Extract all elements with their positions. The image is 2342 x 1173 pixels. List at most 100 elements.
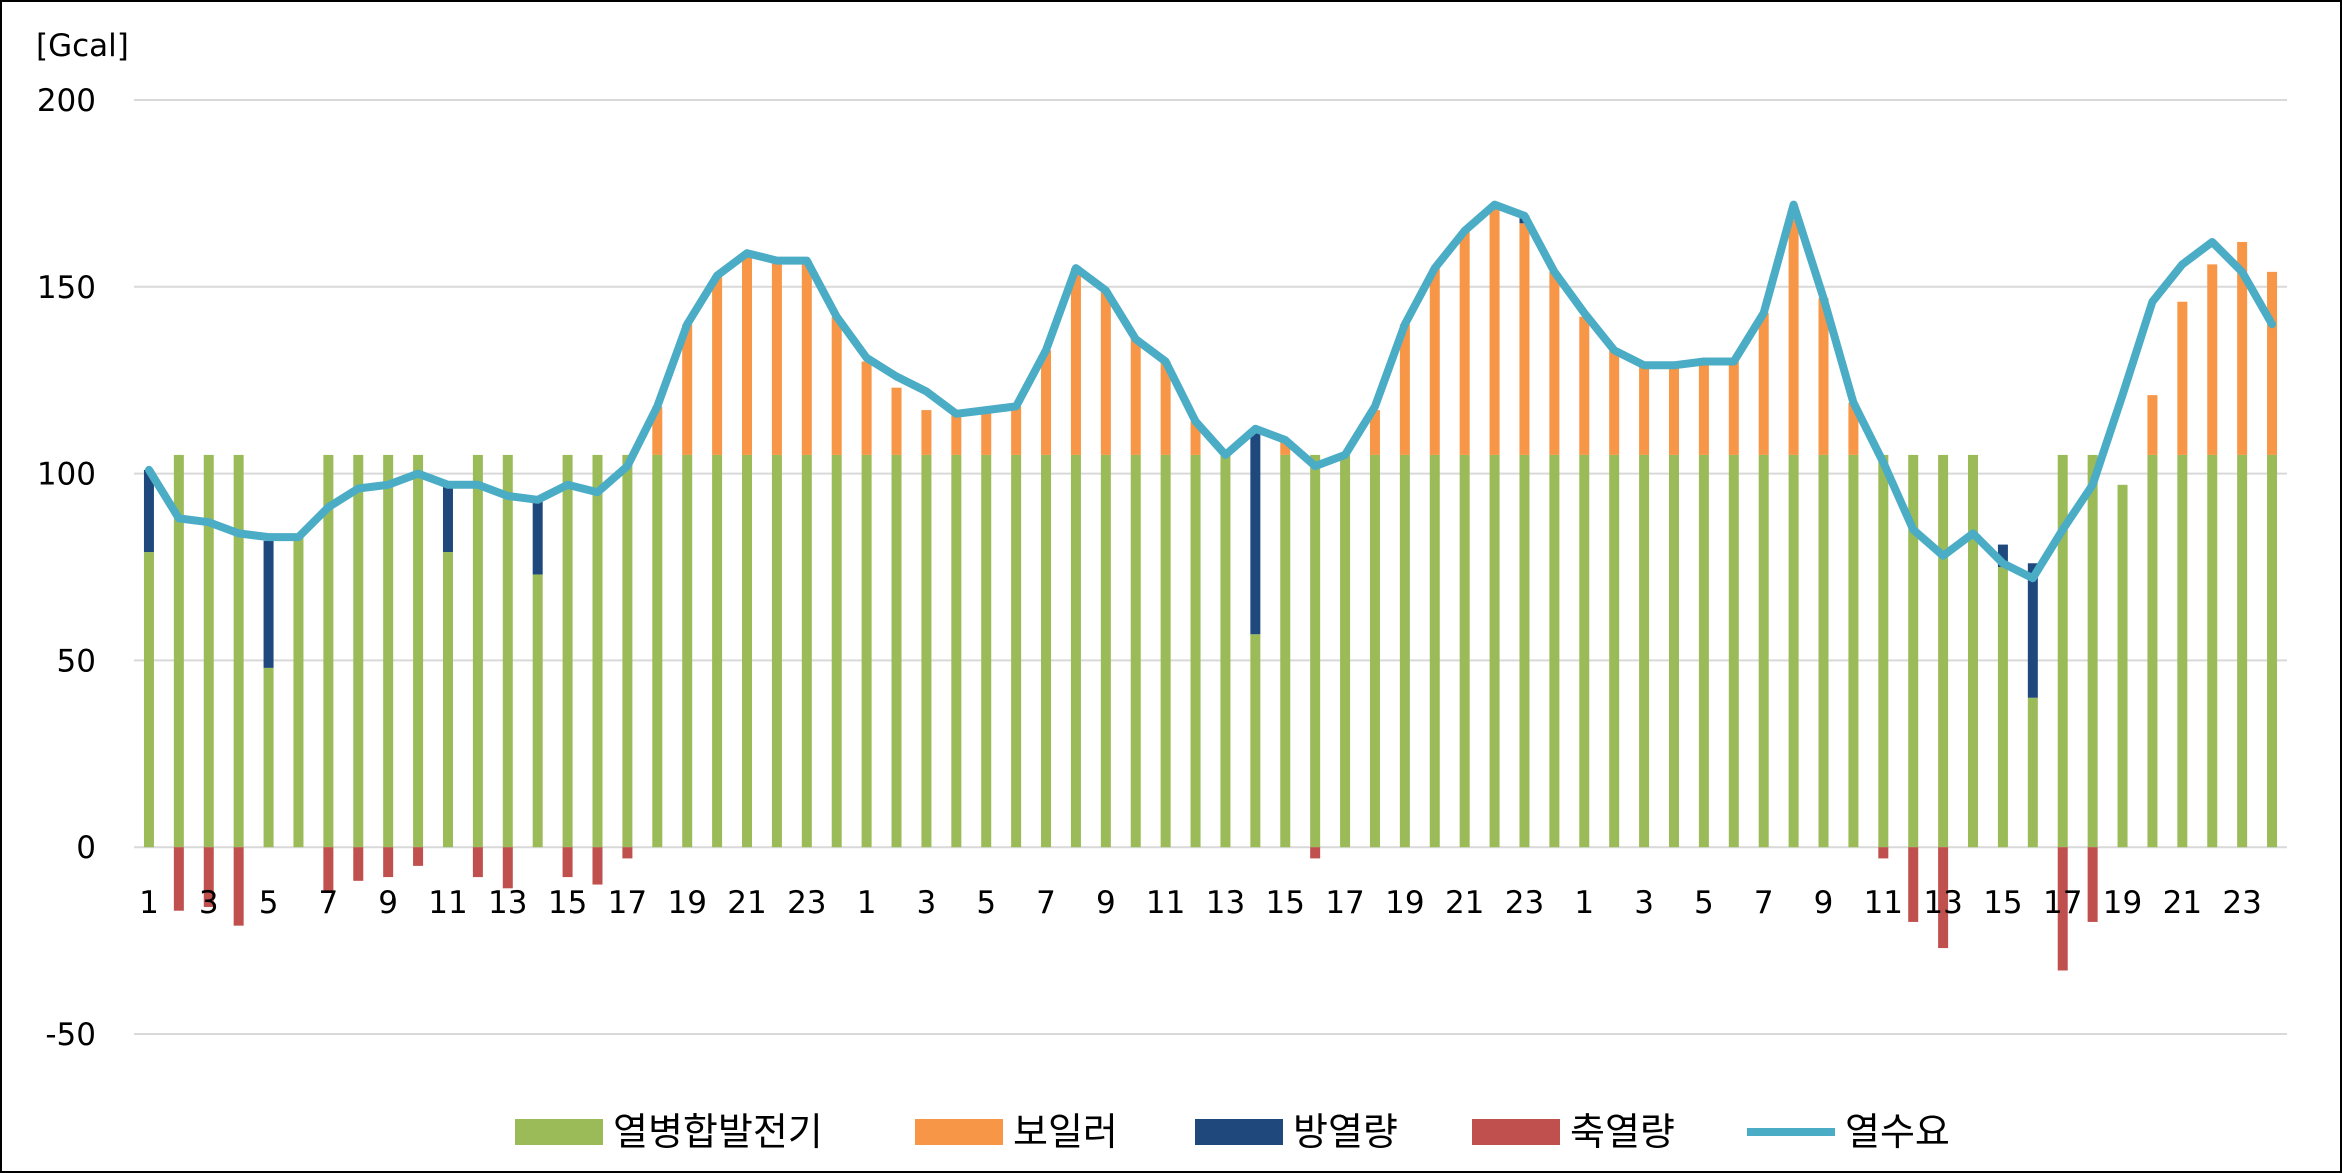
bar-segment (2147, 454, 2158, 848)
bar-segment (2267, 271, 2278, 455)
bar-segment (1519, 223, 1530, 455)
y-tick-label: 50 (57, 643, 96, 679)
x-tick-label: 13 (1923, 885, 1962, 921)
legend-swatch (915, 1119, 1003, 1145)
bar-segment (383, 847, 394, 878)
bar-segment (1549, 271, 1560, 455)
legend-swatch (515, 1119, 603, 1145)
bar-segment (1609, 454, 1620, 848)
bar-segment (143, 552, 154, 848)
bar-segment (203, 454, 214, 848)
bar-segment (951, 413, 962, 455)
x-tick-label: 21 (727, 885, 766, 921)
bar-segment (413, 847, 424, 866)
bar-segment (712, 275, 723, 455)
bar-segment (353, 454, 364, 848)
bar-segment (801, 454, 812, 848)
bar-segment (2147, 395, 2158, 455)
bar-segment (891, 387, 902, 455)
bar-segment (1758, 454, 1769, 848)
bar-segment (293, 537, 304, 848)
bar-segment (1429, 454, 1440, 848)
x-tick-label: 9 (1096, 885, 1116, 921)
bar-segment (1878, 847, 1889, 859)
x-tick-label: 19 (1385, 885, 1424, 921)
bar-segment (1668, 365, 1679, 455)
bar-segment (592, 454, 603, 848)
bar-segment (1250, 428, 1261, 635)
bar-segment (263, 667, 274, 848)
bar-segment (622, 847, 633, 859)
bar-segment (442, 552, 453, 848)
bar-segment (801, 260, 812, 455)
x-tick-label: 5 (259, 885, 279, 921)
bar-segment (2057, 454, 2068, 848)
bar-segment (1908, 454, 1919, 848)
bar-segment (1100, 454, 1111, 848)
x-tick-label: 15 (1266, 885, 1305, 921)
x-tick-label: 5 (976, 885, 996, 921)
bar-segment (1668, 454, 1679, 848)
bar-segment (1459, 230, 1470, 455)
x-tick-label: 19 (2103, 885, 2142, 921)
bar-segment (921, 454, 932, 848)
bar-segment (1070, 268, 1081, 455)
bar-segment (1130, 339, 1141, 455)
x-tick-label: 19 (667, 885, 706, 921)
bar-segment (1160, 454, 1171, 848)
x-tick-label: 13 (1206, 885, 1245, 921)
bar-segment (233, 454, 244, 848)
bar-segment (2027, 563, 2038, 698)
bar-segment (562, 847, 573, 878)
x-tick-label: 1 (1574, 885, 1594, 921)
bar-segment (2027, 697, 2038, 848)
bar-segment (472, 847, 483, 878)
x-tick-label: 3 (199, 885, 219, 921)
bar-segment (472, 454, 483, 848)
bar-segment (2057, 847, 2068, 971)
bar-segment (233, 847, 244, 926)
x-tick-label: 23 (787, 885, 826, 921)
bar-segment (831, 316, 842, 455)
bar-segment (532, 574, 543, 848)
bar-segment (1280, 439, 1291, 455)
bar-segment (323, 454, 334, 848)
bar-segment (203, 847, 214, 907)
bar-segment (1997, 567, 2008, 848)
bar-segment (1070, 454, 1081, 848)
bar-segment (442, 484, 453, 553)
y-tick-label: -50 (45, 1017, 96, 1053)
x-tick-label: 15 (548, 885, 587, 921)
x-tick-label: 21 (1445, 885, 1484, 921)
bar-segment (981, 410, 992, 455)
gridlines (134, 99, 2287, 1035)
y-tick-label: 150 (37, 270, 96, 306)
bar-segment (1011, 406, 1022, 455)
bar-segment (1041, 350, 1052, 455)
x-tick-label: 17 (2043, 885, 2082, 921)
bar-segment (502, 454, 513, 848)
y-tick-label: 0 (76, 830, 96, 866)
bar-segment (1280, 454, 1291, 848)
line-series (145, 200, 2276, 583)
bar-segment (1788, 219, 1799, 455)
x-tick-label: 17 (608, 885, 647, 921)
x-tick-label: 21 (2163, 885, 2202, 921)
bar-segment (2117, 484, 2128, 848)
x-tick-label: 1 (139, 885, 159, 921)
bar-segment (323, 847, 334, 893)
legend-label: 열수요 (1845, 1110, 1950, 1154)
bar-segment (2177, 454, 2188, 848)
bar-segment (2207, 264, 2218, 455)
bar-segment (1908, 847, 1919, 922)
bar-segment (682, 454, 693, 848)
bar-segment (1698, 454, 1709, 848)
bar-segment (562, 454, 573, 848)
bar-segment (1160, 361, 1171, 455)
x-tick-label: 13 (488, 885, 527, 921)
bar-segment (1728, 361, 1739, 455)
line-열수요 (145, 200, 2276, 583)
bar-segment (2237, 241, 2248, 455)
legend-swatch (1195, 1119, 1283, 1145)
bar-segment (502, 847, 513, 889)
